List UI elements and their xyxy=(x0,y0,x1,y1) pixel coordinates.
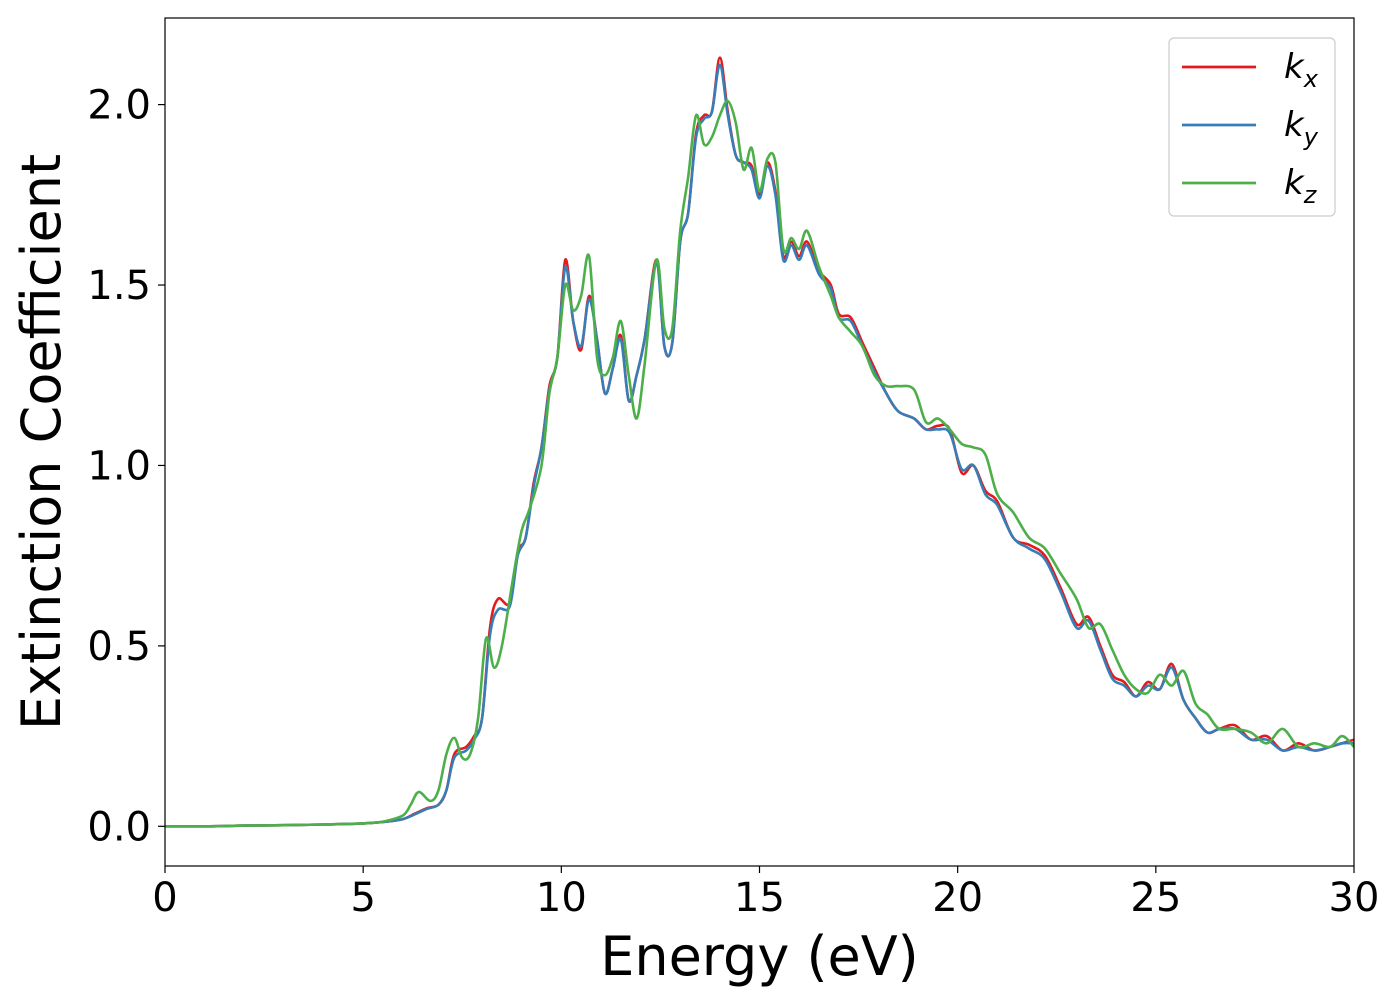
x-axis-title: Energy (eV) xyxy=(600,925,919,988)
x-tick-label: 0 xyxy=(152,875,177,921)
legend-label-ky: ky xyxy=(1284,105,1319,151)
y-tick-label: 2.0 xyxy=(87,83,151,129)
y-axis-title: Extinction Coefficient xyxy=(10,154,73,730)
legend-label-kx: kx xyxy=(1284,47,1319,93)
x-tick-label: 15 xyxy=(734,875,785,921)
series-line-ky xyxy=(165,63,1354,828)
x-tick-label: 10 xyxy=(536,875,587,921)
series-layer xyxy=(165,56,1354,828)
ticks-layer: 0 5 10 15 20 25 30 0.0 0.5 1.0 1.5 2.0 xyxy=(87,83,1379,921)
series-line-kz xyxy=(165,99,1354,828)
legend: kx ky kz xyxy=(1168,37,1336,217)
x-tick-label: 30 xyxy=(1329,875,1380,921)
x-tick-label: 25 xyxy=(1130,875,1181,921)
y-tick-label: 1.0 xyxy=(87,443,151,489)
y-tick-label: 1.5 xyxy=(87,263,151,309)
legend-box xyxy=(1168,37,1336,217)
x-tick-label: 5 xyxy=(350,875,375,921)
x-tick-label: 20 xyxy=(932,875,983,921)
legend-label-kz: kz xyxy=(1284,163,1318,209)
y-tick-label: 0.5 xyxy=(87,624,151,670)
y-tick-label: 0.0 xyxy=(87,804,151,850)
